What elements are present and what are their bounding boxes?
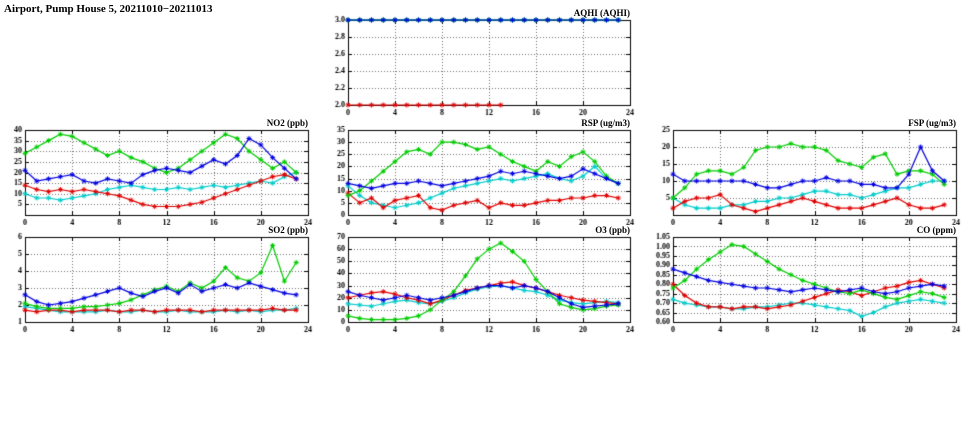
chart-title-o3: O3 (ppb) bbox=[595, 225, 630, 235]
chart-so2: SO2 (ppb) bbox=[0, 225, 320, 340]
chart-title-rsp: RSP (ug/m3) bbox=[581, 118, 630, 128]
chart-rsp: RSP (ug/m3) bbox=[318, 118, 642, 233]
so2-plot-canvas bbox=[0, 225, 320, 340]
chart-title-aqhi: AQHI (AQHI) bbox=[573, 8, 630, 18]
no2-plot-canvas bbox=[0, 118, 320, 233]
chart-title-fsp: FSP (ug/m3) bbox=[908, 118, 956, 128]
fsp-plot-canvas bbox=[643, 118, 968, 233]
o3-plot-canvas bbox=[318, 225, 642, 340]
chart-title-co: CO (ppm) bbox=[916, 225, 956, 235]
co-plot-canvas bbox=[638, 225, 968, 340]
chart-no2: NO2 (ppb) bbox=[0, 118, 320, 233]
aqhi-plot-canvas bbox=[318, 8, 642, 123]
chart-title-so2: SO2 (ppb) bbox=[268, 225, 308, 235]
chart-title-no2: NO2 (ppb) bbox=[266, 118, 308, 128]
chart-co: CO (ppm) bbox=[638, 225, 968, 340]
chart-aqhi: AQHI (AQHI) bbox=[318, 8, 642, 123]
chart-fsp: FSP (ug/m3) bbox=[643, 118, 968, 233]
chart-o3: O3 (ppb) bbox=[318, 225, 642, 340]
page-title: Airport, Pump House 5, 20211010−20211013 bbox=[4, 3, 213, 15]
rsp-plot-canvas bbox=[318, 118, 642, 233]
